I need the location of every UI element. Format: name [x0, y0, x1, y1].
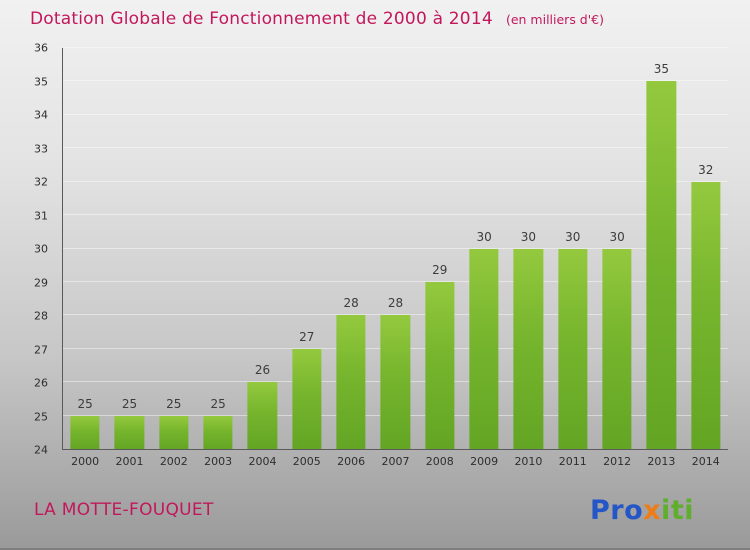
x-axis-label: 2005: [292, 455, 321, 468]
bar: [114, 415, 145, 449]
bar: [691, 181, 721, 449]
x-axis-label: 2014: [691, 455, 720, 468]
bar-slot: 28 2007: [373, 48, 417, 468]
bars: 25 2000 25 2001 25 2002 25 2003 26 2004 27 2005 28 20…: [63, 48, 728, 468]
x-axis-label: 2000: [71, 455, 100, 468]
bar-value-label: 30: [476, 229, 492, 244]
brand-letter: x: [643, 495, 662, 526]
gridline: [63, 147, 728, 149]
page-title: Dotation Globale de Fonctionnement de 20…: [30, 9, 493, 29]
gridline: [63, 180, 728, 182]
bar-slot: 29 2008: [418, 48, 462, 468]
y-axis-tick-label: 27: [34, 343, 48, 356]
brand-letter: r: [610, 495, 625, 526]
bar-value-label: 26: [254, 363, 271, 378]
title-row: Dotation Globale de Fonctionnement de 20…: [30, 9, 734, 29]
y-axis-tick-label: 30: [34, 242, 48, 256]
bar: [469, 248, 499, 449]
x-axis-label: 2004: [248, 455, 277, 468]
bar-slot: 26 2004: [240, 48, 284, 468]
x-axis-label: 2010: [514, 455, 543, 468]
bar: [70, 415, 100, 449]
y-axis-tick-label: 25: [34, 410, 48, 424]
gridline: [63, 280, 728, 282]
bar: [513, 248, 544, 449]
bar-slot: 25 2002: [152, 48, 196, 468]
y-axis-tick-label: 24: [34, 443, 48, 457]
bar-slot: 25 2001: [107, 48, 151, 468]
bar-slot: 27 2005: [285, 48, 329, 468]
gridline: [63, 113, 728, 115]
brand-letter: i: [684, 495, 694, 526]
bar: [380, 315, 411, 449]
bar-value-label: 29: [432, 262, 448, 277]
gridline: [63, 314, 728, 316]
gridline: [63, 80, 728, 82]
bar-slot: 25 2000: [63, 48, 107, 468]
bar: [558, 248, 588, 449]
gridline: [63, 47, 728, 48]
bar-slot: 25 2003: [196, 48, 240, 468]
bar-value-label: 25: [121, 396, 138, 411]
x-axis-label: 2011: [558, 455, 587, 468]
proxiti-logo[interactable]: Proxiti: [590, 495, 694, 526]
bar: [292, 348, 322, 449]
y-axis-tick-label: 29: [34, 276, 48, 289]
commune-name: LA MOTTE-FOUQUET: [34, 500, 214, 520]
y-axis-tick-label: 31: [34, 209, 48, 222]
bar-slot: 30 2011: [551, 48, 595, 468]
y-axis-tick-label: 26: [34, 376, 48, 390]
gridline: [63, 247, 728, 249]
bar-value-label: 25: [166, 396, 182, 411]
y-axis-tick-label: 32: [34, 175, 48, 189]
x-axis-label: 2013: [647, 455, 676, 468]
bar-value-label: 28: [343, 296, 359, 311]
bar-value-label: 25: [210, 396, 226, 411]
bar: [203, 415, 233, 449]
brand-letter: P: [589, 495, 611, 526]
bar-slot: 35 2013: [639, 48, 683, 468]
y-axis-tick-label: 34: [34, 108, 48, 122]
x-axis-label: 2007: [381, 455, 410, 468]
x-axis-label: 2003: [204, 455, 233, 468]
bar: [602, 248, 632, 449]
bar-value-label: 25: [77, 396, 93, 411]
x-axis-label: 2008: [425, 455, 454, 468]
bar: [247, 382, 278, 449]
y-axis-labels: 24 25 26 27 28 29 30 31 32 33 34 35 36: [0, 42, 56, 457]
x-axis-label: 2001: [115, 455, 144, 468]
x-axis-label: 2012: [603, 455, 632, 468]
y-axis-tick-label: 35: [34, 75, 48, 88]
bar-value-label: 35: [653, 62, 670, 77]
bar: [159, 415, 189, 449]
bar-value-label: 30: [520, 229, 537, 244]
y-axis-tick-label: 36: [34, 41, 48, 55]
x-axis-label: 2002: [159, 455, 188, 468]
y-axis-tick-label: 33: [34, 142, 48, 155]
bar-slot: 30 2009: [462, 48, 506, 468]
bar-value-label: 30: [565, 229, 581, 244]
bar: [425, 281, 455, 449]
y-axis-tick-label: 28: [34, 309, 48, 323]
x-axis-label: 2009: [470, 455, 499, 468]
bar: [646, 81, 677, 449]
bar-slot: 30 2010: [506, 48, 550, 468]
bar-slot: 28 2006: [329, 48, 373, 468]
plot-area: 25 2000 25 2001 25 2002 25 2003 26 2004 27 2005 28 20…: [62, 47, 728, 468]
bar-slot: 32 2014: [684, 48, 728, 468]
bar: [336, 315, 366, 449]
bar-value-label: 28: [387, 296, 404, 311]
brand-letter: t: [670, 495, 685, 526]
bar-value-label: 30: [609, 229, 625, 244]
brand-letter: i: [661, 495, 671, 526]
bar-slot: 30 2012: [595, 48, 639, 468]
chart-subtitle: (en milliers d'€): [505, 12, 604, 27]
gridline: [63, 214, 728, 216]
brand-letter: o: [624, 495, 644, 526]
bar-value-label: 27: [299, 329, 315, 344]
bar-value-label: 32: [698, 162, 714, 177]
x-axis-label: 2006: [337, 455, 366, 468]
